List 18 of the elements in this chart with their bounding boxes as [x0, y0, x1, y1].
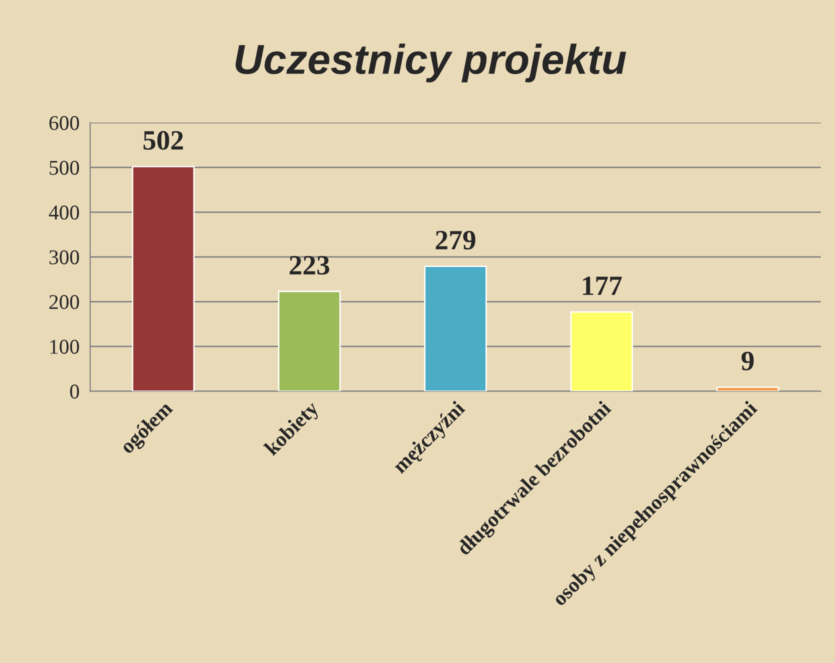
y-tick-label: 200 — [49, 295, 79, 310]
y-tick-label: 600 — [49, 116, 79, 130]
data-label: 502 — [144, 131, 183, 150]
y-tick-label: 0 — [70, 384, 79, 399]
chart-title: Uczestnicy projektu — [236, 44, 626, 82]
data-label: 223 — [290, 256, 330, 275]
bar — [132, 166, 195, 392]
bar — [278, 290, 341, 392]
y-tick-label: 100 — [50, 340, 79, 354]
data-label: 9 — [742, 352, 754, 370]
bar — [570, 311, 633, 392]
bar — [424, 266, 487, 392]
bar — [716, 386, 780, 392]
data-label: 177 — [583, 276, 622, 295]
data-label: 279 — [436, 230, 476, 250]
y-tick-label: 400 — [48, 206, 79, 220]
y-tick-label: 500 — [50, 160, 79, 175]
y-tick-label: 300 — [50, 250, 79, 264]
